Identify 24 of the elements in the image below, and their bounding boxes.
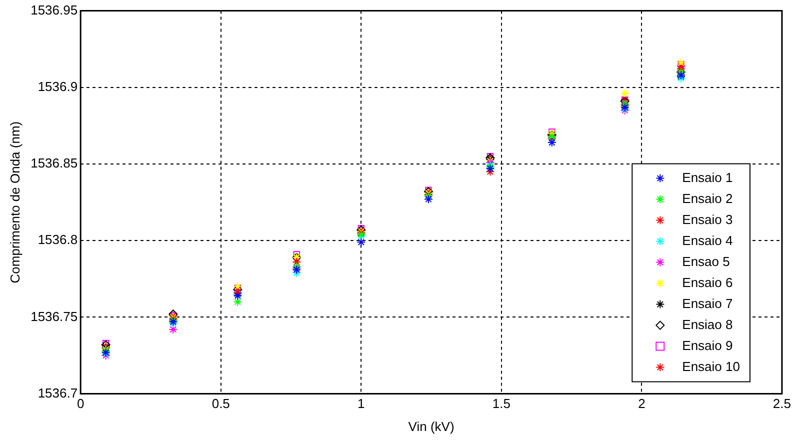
y-tick-label: 1536.8 — [38, 232, 78, 248]
x-tick-label: 0 — [76, 396, 84, 412]
legend-label: Ensaio 9 — [682, 338, 733, 353]
legend-label: Ensaio 3 — [682, 212, 733, 227]
x-tick-label: 1.5 — [492, 396, 510, 412]
legend-label: Ensaio 6 — [682, 274, 733, 290]
y-tick-label: 1536.75 — [30, 308, 78, 324]
x-tick-label: 0.5 — [212, 396, 230, 412]
x-axis-title: Vin (kV) — [408, 418, 454, 434]
x-tick-label: 1 — [358, 396, 365, 412]
legend-label: Ensaio 1 — [682, 170, 733, 185]
y-tick-label: 1536.85 — [30, 156, 78, 171]
legend-label: Ensaio 2 — [682, 190, 733, 206]
x-tick-label: 2 — [638, 396, 646, 412]
legend-label: Ensaio 7 — [682, 296, 733, 311]
legend-label: Ensaio 10 — [682, 358, 740, 374]
y-tick-label: 1536.9 — [38, 78, 78, 94]
y-tick-label: 1536.95 — [30, 2, 78, 18]
y-axis-title: Comprimento de Onda (nm) — [7, 121, 22, 284]
x-tick-label: 2.5 — [772, 396, 792, 412]
legend-label: Ensao 5 — [682, 254, 730, 269]
y-tick-label: 1536.7 — [38, 385, 78, 400]
legend-label: Ensaio 4 — [682, 232, 733, 248]
legend-label: Ensiao 8 — [682, 316, 733, 332]
